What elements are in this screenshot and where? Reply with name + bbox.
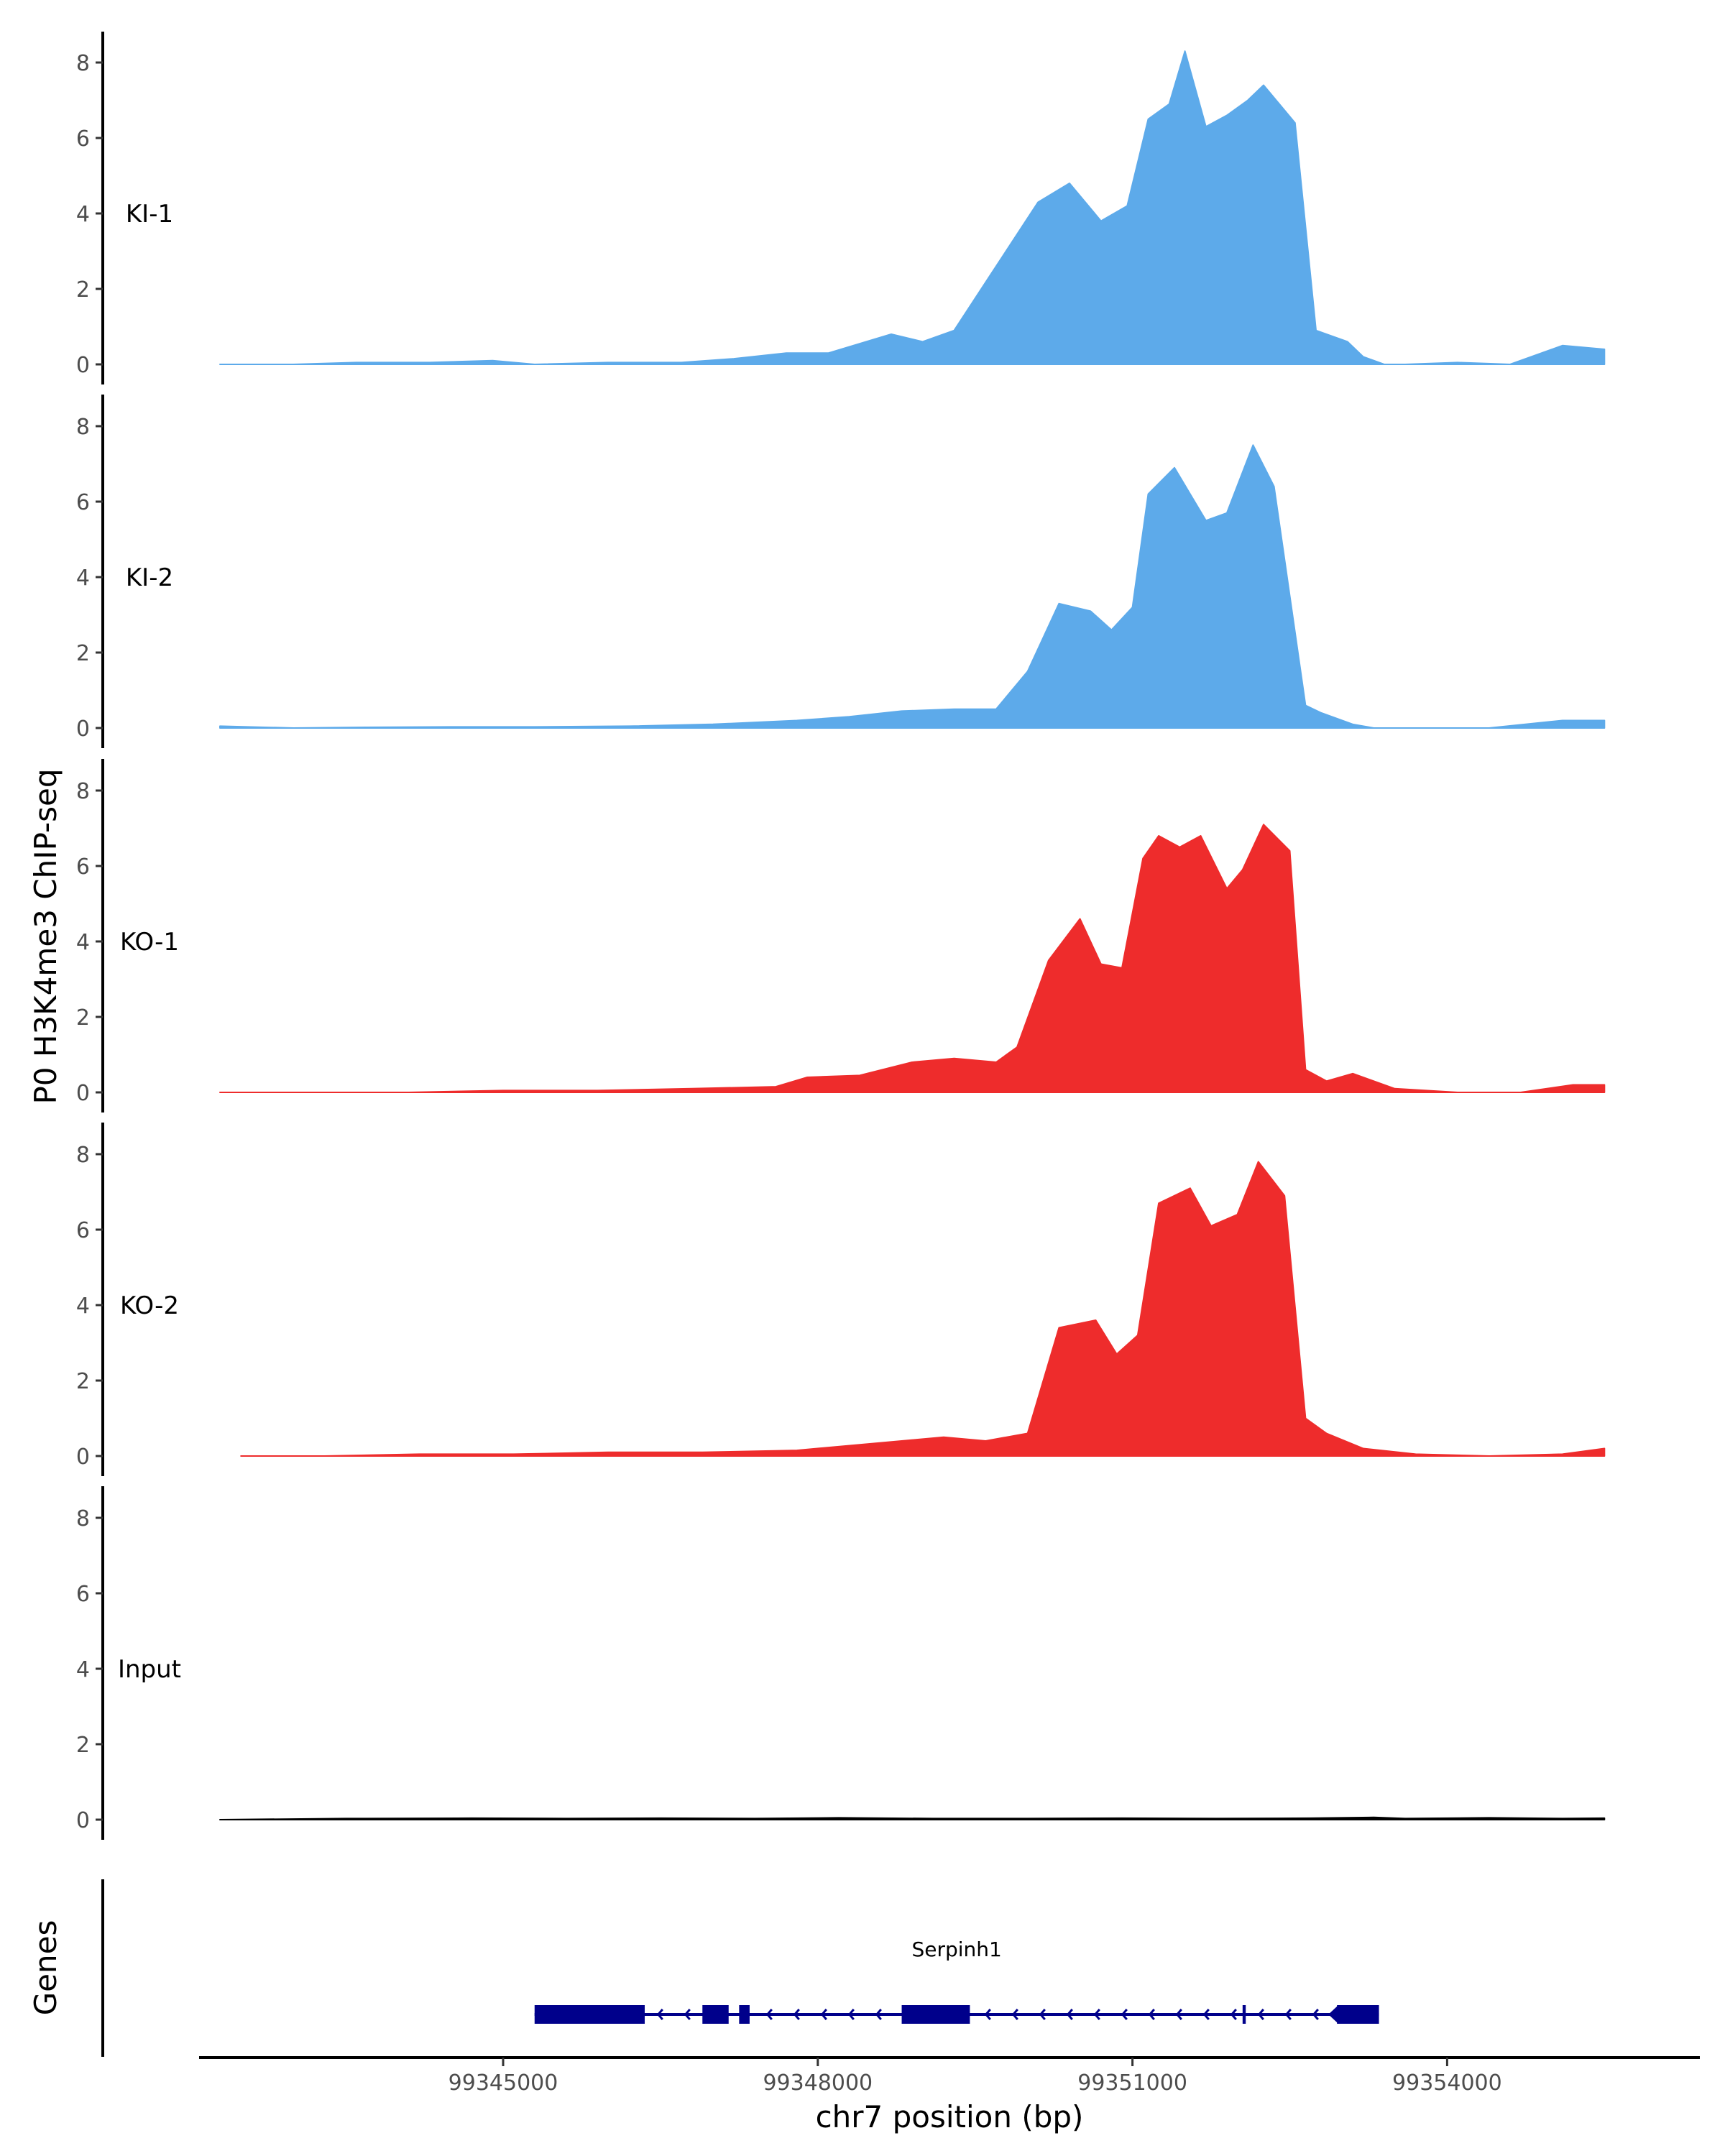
coverage-area-ki-2 [219, 444, 1606, 729]
track-ki-2: 0 2 4 6 8 KI-2 [76, 395, 1606, 748]
genes-track: Genes Serpinh1 [28, 1879, 1379, 2057]
strand-arrow [1257, 2009, 1264, 2020]
strand-arrow [1066, 2009, 1073, 2020]
track-label: KI-1 [126, 200, 173, 229]
y-tick-label: 8 [76, 779, 90, 804]
x-tick-label: 99354000 [1392, 2070, 1502, 2096]
gene-exon [534, 2005, 645, 2024]
gene-serpinh1: Serpinh1 [534, 1938, 1379, 2024]
y-tick-label: 4 [76, 566, 90, 591]
strand-arrow [1284, 2009, 1292, 2020]
gene-strand-tip [1328, 2005, 1339, 2024]
y-tick-label: 8 [76, 415, 90, 440]
strand-arrow [1039, 2009, 1046, 2020]
y-tick-label: 4 [76, 930, 90, 955]
y-tick-label: 2 [76, 277, 90, 303]
coverage-area-ki-1 [219, 50, 1606, 365]
x-axis: chr7 position (bp) 99345000 99348000 99351… [199, 2056, 1700, 2134]
y-tick-label: 2 [76, 641, 90, 666]
y-tick-label: 0 [76, 717, 90, 742]
genes-track-label: Genes [28, 1920, 63, 2016]
x-tick-label: 99345000 [448, 2070, 558, 2096]
gene-exon [901, 2005, 970, 2024]
gene-name-label: Serpinh1 [911, 1938, 1001, 1961]
x-tick-label: 99351000 [1077, 2070, 1187, 2096]
strand-arrow [656, 2009, 663, 2020]
strand-arrow [820, 2009, 827, 2020]
coverage-tracks: 0 2 4 6 8 KI-1 0 2 4 6 8 KI-2 0 2 4 6 8 KO-1 0 2 4 6 8 KO-2 0 2 4 6… [76, 32, 1606, 1840]
strand-arrow [847, 2009, 855, 2020]
y-tick-label: 2 [76, 1369, 90, 1394]
track-input: 0 2 4 6 8 Input [76, 1486, 1606, 1840]
gene-exon [702, 2005, 729, 2024]
y-tick-label: 8 [76, 1143, 90, 1168]
strand-arrow [793, 2009, 800, 2020]
y-tick-label: 4 [76, 1294, 90, 1319]
y-tick-label: 2 [76, 1005, 90, 1031]
coverage-area-ko-1 [219, 824, 1606, 1093]
y-tick-label: 4 [76, 202, 90, 227]
gene-exon [1337, 2005, 1379, 2024]
strand-arrow [1148, 2009, 1155, 2020]
strand-arrow [765, 2009, 773, 2020]
gene-exon [739, 2005, 750, 2024]
track-ko-2: 0 2 4 6 8 KO-2 [76, 1123, 1606, 1476]
track-label: Input [118, 1655, 181, 1684]
strand-arrow [1121, 2009, 1128, 2020]
strand-arrow [1011, 2009, 1018, 2020]
y-tick-label: 6 [76, 1218, 90, 1243]
y-tick-label: 6 [76, 1582, 90, 1607]
y-tick-label: 0 [76, 1445, 90, 1470]
strand-arrow [1230, 2009, 1237, 2020]
y-axis-title: P0 H3K4me3 ChIP-seq [28, 768, 63, 1104]
y-tick-label: 8 [76, 51, 90, 76]
y-tick-label: 4 [76, 1657, 90, 1682]
y-tick-label: 0 [76, 1808, 90, 1833]
y-tick-label: 0 [76, 353, 90, 378]
strand-arrow [1093, 2009, 1100, 2020]
y-tick-label: 6 [76, 126, 90, 152]
strand-arrow [684, 2009, 691, 2020]
strand-arrow [875, 2009, 882, 2020]
track-label: KI-2 [126, 563, 173, 592]
coverage-area-input [219, 1816, 1606, 1820]
track-label: KO-1 [120, 928, 179, 957]
y-tick-label: 6 [76, 490, 90, 515]
gene-exon [1242, 2005, 1246, 2024]
track-ki-1: 0 2 4 6 8 KI-1 [76, 32, 1606, 384]
coverage-area-ko-2 [240, 1161, 1606, 1457]
x-axis-title: chr7 position (bp) [816, 2099, 1084, 2134]
strand-arrow [1175, 2009, 1182, 2020]
y-tick-label: 6 [76, 854, 90, 880]
track-ko-1: 0 2 4 6 8 KO-1 [76, 759, 1606, 1112]
strand-arrow [1312, 2009, 1319, 2020]
y-tick-label: 2 [76, 1733, 90, 1758]
strand-arrow [1202, 2009, 1210, 2020]
strand-arrow [984, 2009, 991, 2020]
track-label: KO-2 [120, 1291, 179, 1320]
y-tick-label: 0 [76, 1081, 90, 1106]
x-tick-label: 99348000 [763, 2070, 873, 2096]
y-tick-label: 8 [76, 1506, 90, 1531]
